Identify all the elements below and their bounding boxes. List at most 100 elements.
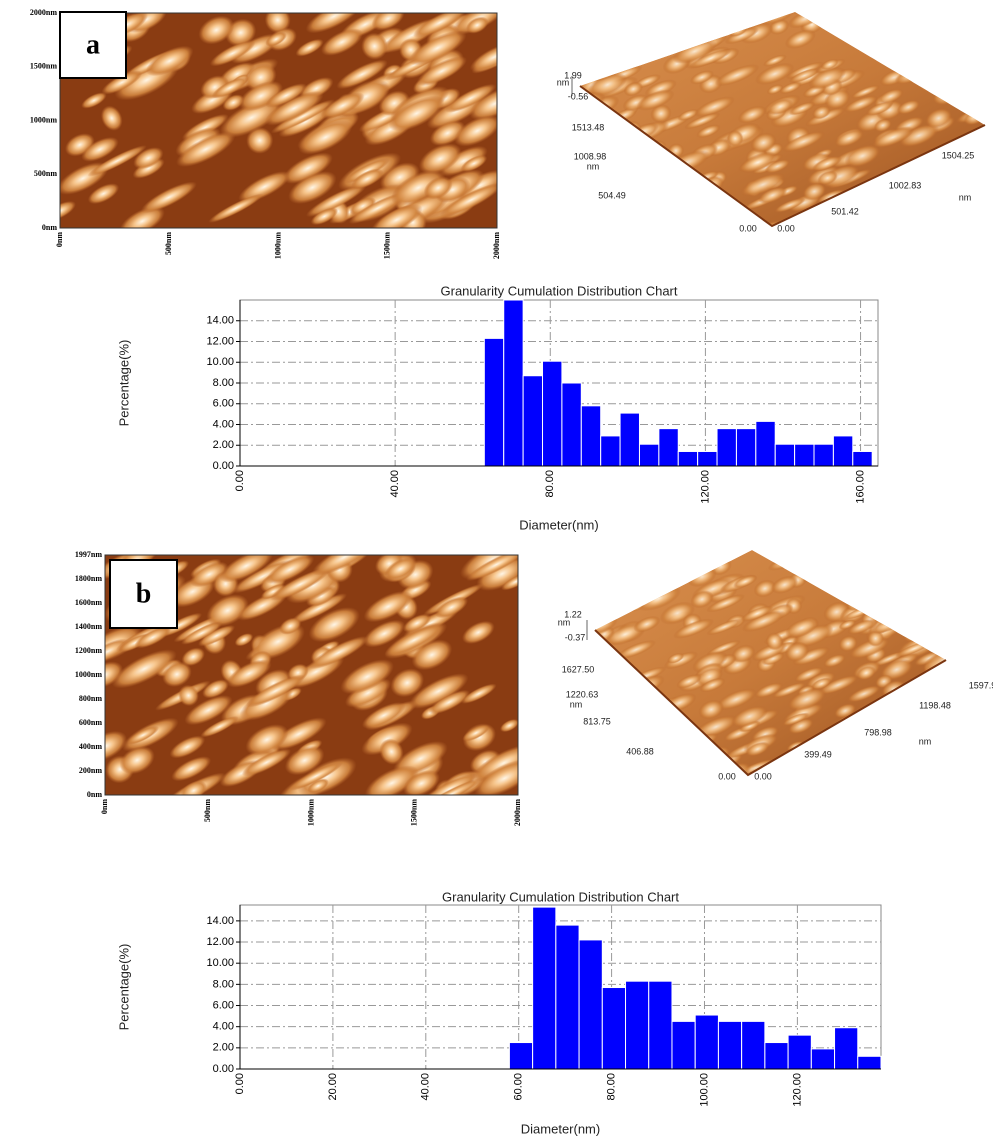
bar	[522, 375, 544, 467]
afm-surface-bump	[626, 555, 658, 577]
afm-grain	[134, 626, 171, 649]
surface-axis-label: 501.42	[831, 206, 859, 216]
afm-surface	[580, 12, 985, 226]
afm-surface-bump	[882, 582, 911, 597]
afm-surface-bump	[614, 23, 644, 40]
surface-axis-label: 1.99	[564, 70, 582, 80]
afm-surface-bump	[755, 62, 795, 86]
afm-grain	[312, 555, 376, 576]
afm-surface-bump	[657, 187, 683, 205]
afm-surface-bump	[599, 161, 618, 182]
afm-surface-bump	[595, 550, 600, 569]
bar	[697, 450, 718, 467]
surface-axis-label: 0.00	[754, 771, 772, 781]
afm-surface-bump	[960, 16, 983, 32]
afm-surface-bump	[618, 551, 661, 577]
afm-surface-bump	[918, 201, 944, 218]
afm-grain	[298, 120, 353, 155]
afm-surface-bump	[789, 759, 834, 775]
bar	[741, 1020, 766, 1070]
map-y-tick-label: 2000nm	[30, 8, 57, 17]
afm-surface-bump	[636, 180, 681, 202]
bar	[717, 1020, 743, 1070]
afm-surface-bump	[911, 18, 947, 40]
map-y-tick-label: 0nm	[42, 223, 57, 232]
afm-grain	[181, 621, 223, 645]
afm-surface-bump	[809, 760, 852, 775]
afm-grain	[364, 765, 419, 795]
bar	[619, 412, 640, 467]
map-y-tick-label: 400nm	[79, 742, 102, 751]
afm-surface-bump	[726, 130, 744, 147]
afm-grain	[476, 556, 518, 591]
afm-surface-bump	[891, 25, 914, 46]
afm-grain	[435, 596, 469, 619]
afm-grain	[371, 13, 405, 31]
chart-title: Granularity Cumulation Distribution Char…	[442, 889, 679, 904]
afm-surface-bump	[926, 556, 946, 576]
bar	[532, 906, 557, 1070]
afm-surface-bump	[945, 721, 946, 732]
afm-surface-bump	[677, 197, 712, 218]
afm-surface-bump	[694, 96, 735, 118]
surface-axis-label: 1008.98	[574, 151, 607, 161]
afm-surface-bump	[763, 54, 787, 67]
surface-axis-label: 1513.48	[572, 122, 605, 132]
afm-surface-bump	[945, 642, 979, 664]
x-tick-label: 80.00	[544, 470, 556, 498]
afm-surface-bump	[873, 579, 891, 592]
y-tick-label: 10.00	[206, 957, 234, 969]
afm-grain	[320, 92, 365, 120]
afm-grain	[226, 659, 272, 688]
afm-surface-bump	[905, 30, 930, 45]
surface-axis-label: 1504.25	[942, 150, 975, 160]
afm-surface-bump	[667, 652, 685, 664]
x-tick-label: 20.00	[327, 1073, 339, 1101]
map-y-tick-label: 1000nm	[75, 670, 102, 679]
afm-grain	[466, 555, 518, 582]
afm-surface-bump	[975, 204, 985, 225]
surface-axis-label: nm	[570, 699, 583, 709]
afm-surface-bump	[771, 575, 799, 594]
afm-surface-bump	[784, 29, 816, 49]
afm-grain	[180, 780, 207, 795]
x-axis-label: Diameter(nm)	[519, 517, 598, 532]
afm-surface-bump	[938, 193, 955, 204]
afm-surface-bump	[893, 761, 936, 775]
afm-surface-bump	[718, 208, 737, 221]
afm-surface-bump	[957, 546, 980, 564]
afm-surface-bump	[895, 223, 920, 226]
afm-surface-bump	[687, 12, 729, 21]
afm-grain	[283, 152, 333, 184]
afm-grain	[388, 95, 445, 132]
y-tick-label: 0.00	[213, 1063, 234, 1075]
afm-surface-bump	[792, 624, 834, 648]
afm-grain	[466, 16, 489, 34]
afm-surface-bump	[788, 101, 816, 116]
afm-surface-bump	[739, 151, 778, 174]
afm-grain	[190, 561, 229, 588]
afm-grain	[209, 40, 256, 67]
afm-surface-bump	[816, 189, 845, 204]
afm-surface-bump	[812, 105, 831, 120]
map-x-tick-label: 2000nm	[492, 232, 501, 259]
surface-axis-label: 1597.97	[969, 680, 993, 690]
chart-title: Granularity Cumulation Distribution Char…	[441, 283, 678, 298]
bar	[794, 443, 815, 467]
afm-surface-bump	[784, 641, 810, 662]
bar	[810, 1048, 836, 1070]
afm-surface-bump	[595, 601, 607, 620]
map-x-tick-label: 0nm	[100, 799, 109, 814]
afm-grain	[336, 59, 388, 90]
afm-surface-bump	[914, 48, 934, 66]
afm-surface-bump	[595, 736, 600, 754]
afm-surface-bump	[857, 198, 888, 217]
afm-grain	[119, 206, 165, 228]
afm-surface-bump	[633, 615, 661, 633]
afm-surface-bump	[808, 67, 847, 90]
afm-surface-bump	[950, 736, 975, 761]
afm-surface-bump	[606, 566, 626, 585]
afm-surface-bump	[677, 108, 699, 121]
afm-surface-bump	[961, 13, 985, 33]
bar	[658, 428, 679, 467]
